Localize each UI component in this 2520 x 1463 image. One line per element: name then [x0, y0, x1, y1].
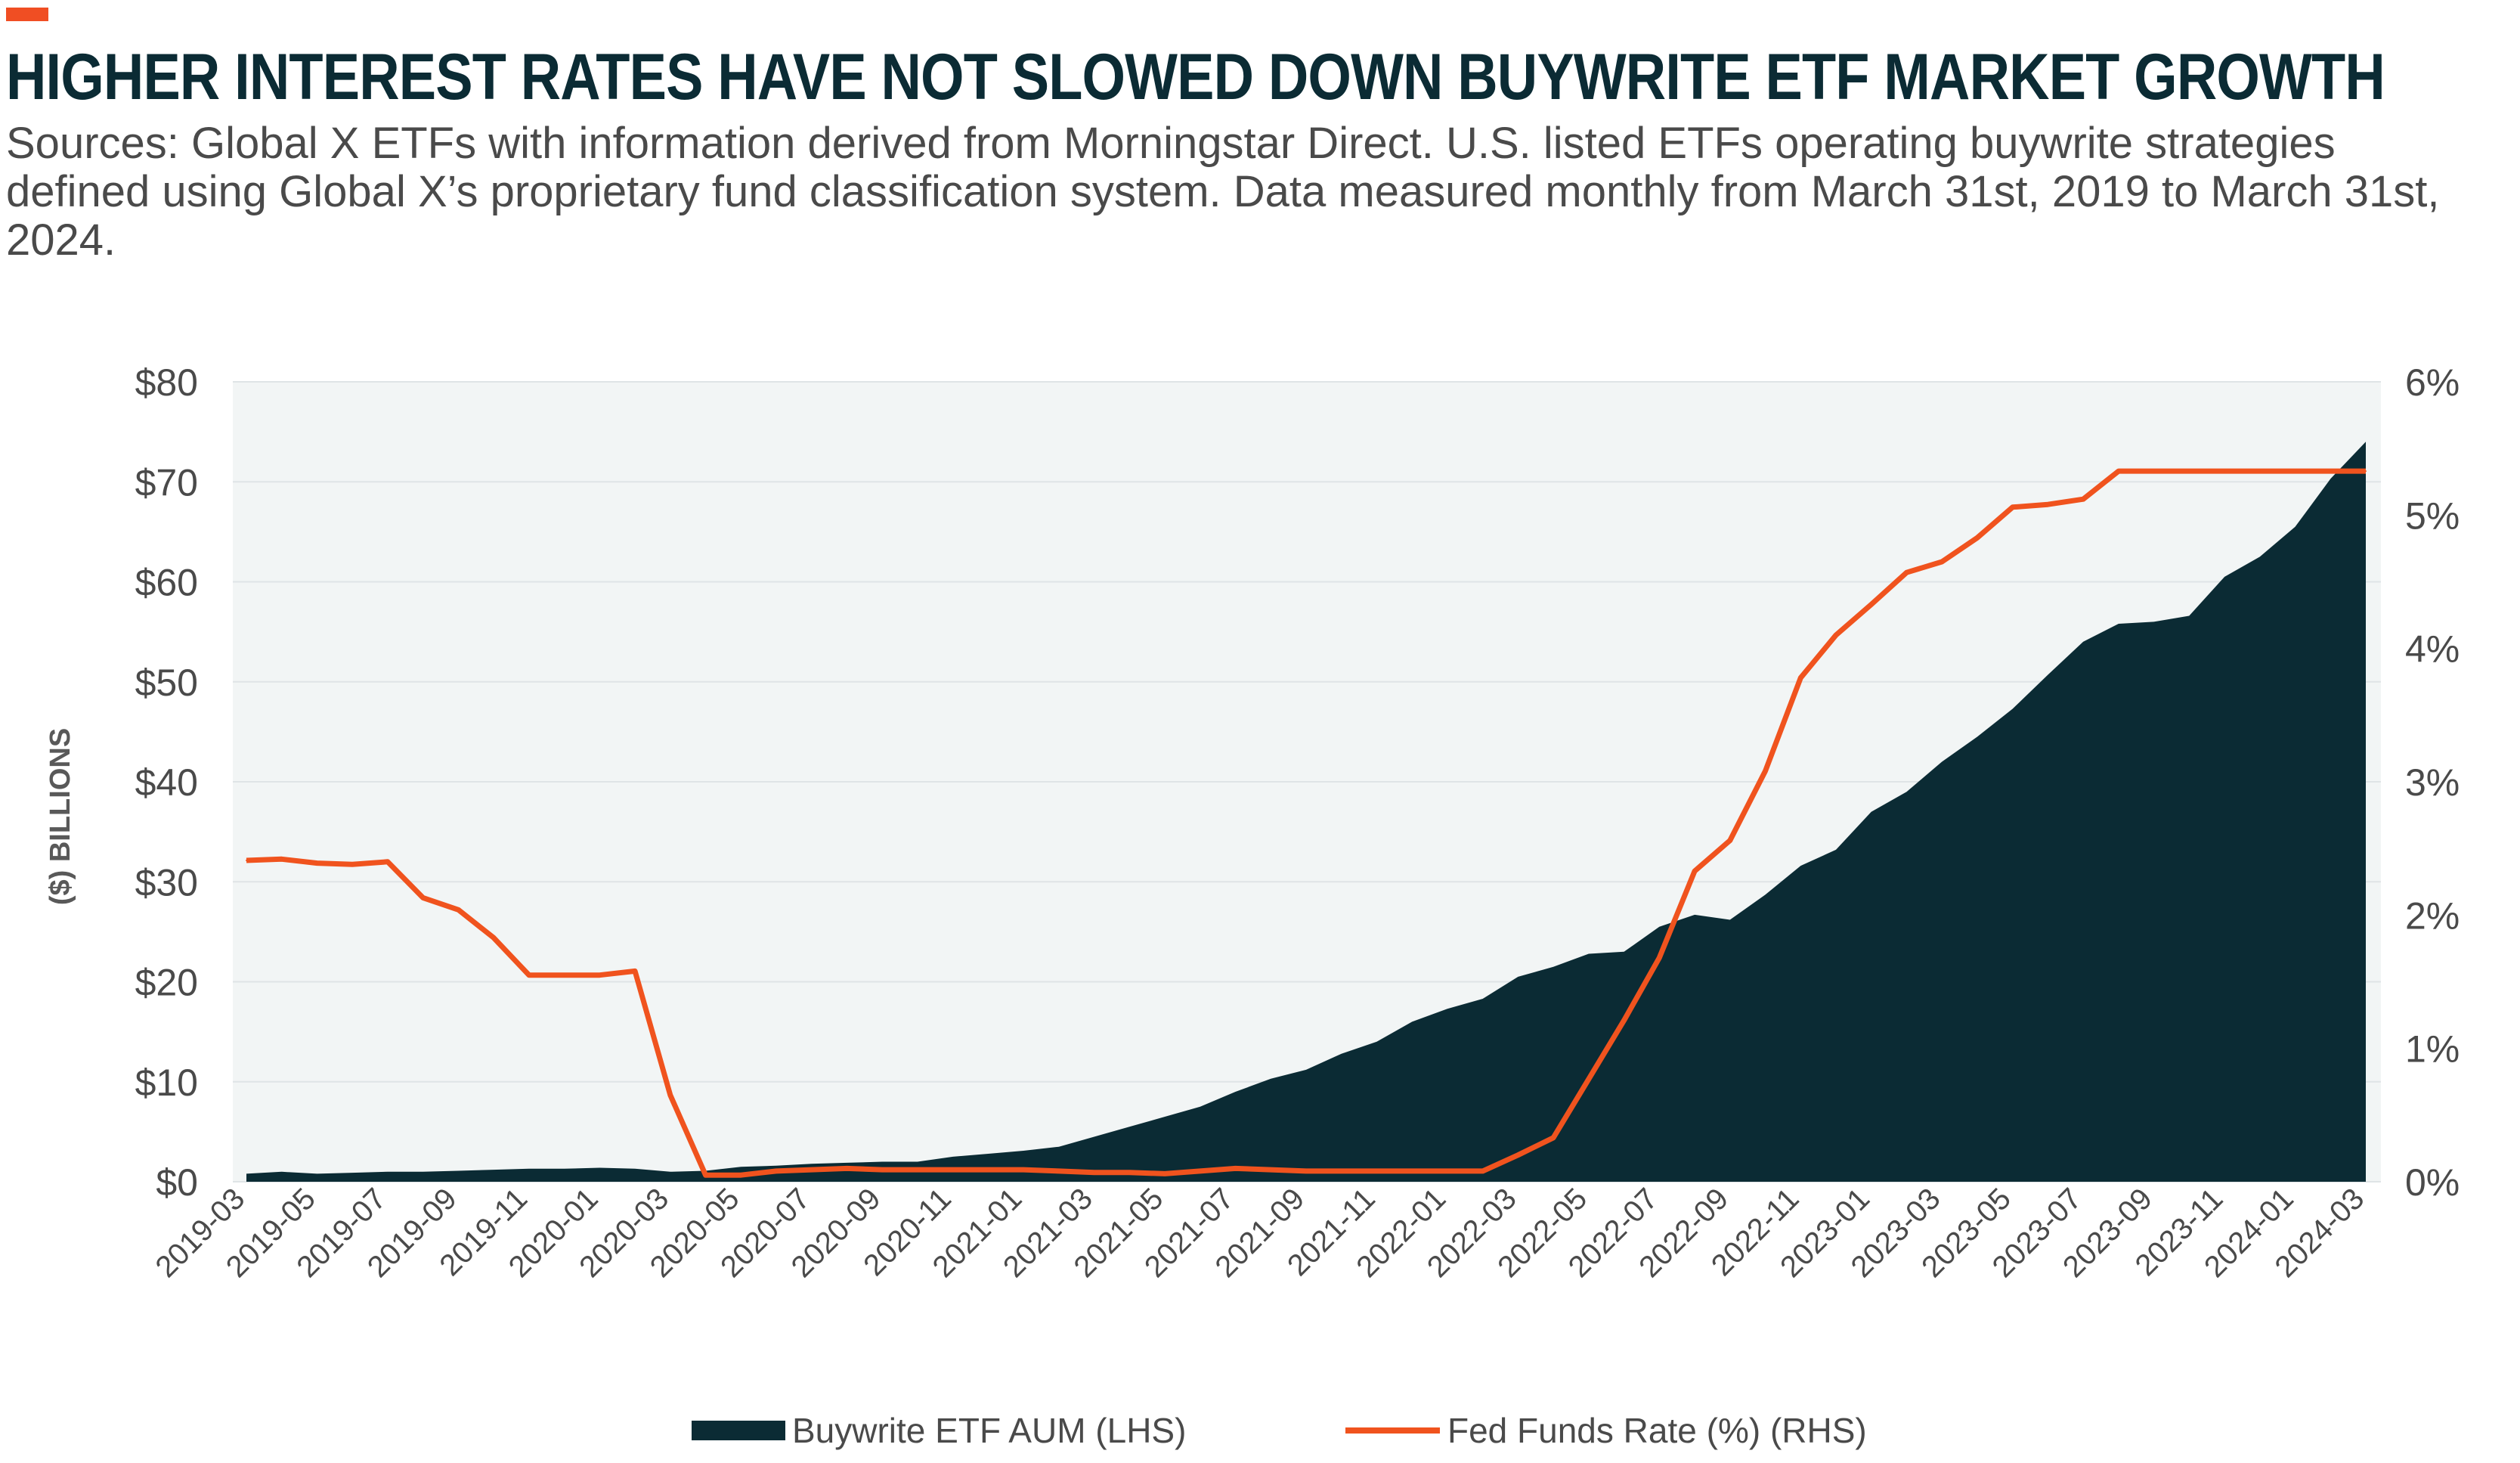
rate-point: [1446, 1170, 1448, 1172]
rate-point: [2188, 470, 2190, 473]
rate-point: [1764, 770, 1766, 772]
rate-point: [1057, 1170, 1060, 1172]
rate-point: [669, 1094, 671, 1096]
rate-point: [1340, 1170, 1342, 1172]
rate-point: [2011, 506, 2014, 508]
rate-point: [1199, 1170, 1201, 1172]
rate-point: [316, 862, 318, 864]
legend-label-aum: Buywrite ETF AUM (LHS): [792, 1411, 1186, 1450]
rate-point: [740, 1174, 742, 1176]
y-left-tick-label: $40: [135, 761, 198, 804]
rate-point: [1694, 870, 1696, 873]
rate-point: [1800, 677, 1802, 679]
y-left-tick-label: $50: [135, 662, 198, 704]
rate-point: [1305, 1170, 1307, 1172]
page-title: HIGHER INTEREST RATES HAVE NOT SLOWED DO…: [6, 41, 2385, 113]
rate-point: [2153, 470, 2155, 473]
rate-point: [810, 1169, 813, 1171]
rate-point: [1587, 1078, 1590, 1080]
rate-point: [1376, 1170, 1378, 1172]
rate-point: [457, 909, 460, 911]
rate-point: [1941, 561, 1943, 563]
y-right-tick-label: 4%: [2405, 628, 2460, 671]
rate-point: [1976, 537, 1978, 539]
rate-point: [2082, 498, 2085, 501]
x-axis-ticks: 2019-032019-052019-072019-092019-112020-…: [149, 1182, 2370, 1284]
y-right-tick-label: 3%: [2405, 761, 2460, 804]
rate-point: [704, 1174, 707, 1176]
y-right-tick-label: 2%: [2405, 894, 2460, 937]
legend: Buywrite ETF AUM (LHS) Fed Funds Rate (%…: [692, 1411, 1867, 1450]
y-left-tick-label: $60: [135, 562, 198, 604]
rate-point: [2258, 470, 2261, 473]
y-left-tick-label: $10: [135, 1062, 198, 1104]
y-left-tick-label: $20: [135, 962, 198, 1004]
rate-point: [776, 1170, 777, 1172]
rate-point: [1623, 1019, 1625, 1021]
rate-point: [916, 1169, 918, 1171]
rate-point: [599, 974, 601, 976]
rate-point: [1729, 839, 1731, 842]
rate-point: [528, 974, 530, 976]
rate-point: [987, 1169, 989, 1171]
rate-point: [1128, 1171, 1131, 1173]
y-right-tick-label: 1%: [2405, 1028, 2460, 1071]
rate-point: [1234, 1167, 1237, 1170]
left-axis-label: ($) BILLIONS: [45, 728, 76, 905]
legend-swatch-aum: [692, 1421, 785, 1440]
aum-area-series: [246, 442, 2366, 1182]
rate-point: [1270, 1169, 1272, 1171]
accent-bar: [6, 8, 48, 21]
rate-point: [881, 1169, 884, 1171]
rate-point: [2224, 470, 2226, 473]
y-left-tick-label: $30: [135, 861, 198, 904]
rate-point: [1553, 1136, 1555, 1139]
data-points: [246, 470, 2367, 1176]
rate-point: [1835, 634, 1837, 637]
left-axis-ticks: $0 $10 $20 $30 $40 $50 $60 $70 $80: [135, 361, 198, 1204]
y-right-tick-label: 5%: [2405, 494, 2460, 537]
rate-point: [493, 937, 495, 939]
rate-point: [563, 974, 565, 976]
rate-point: [246, 860, 247, 862]
rate-point: [952, 1169, 954, 1171]
rate-point: [280, 858, 283, 860]
y-left-tick-label: $0: [156, 1161, 198, 1204]
rate-point: [1411, 1170, 1413, 1172]
legend-label-rate: Fed Funds Rate (%) (RHS): [1447, 1411, 1867, 1450]
rate-point: [2047, 504, 2049, 506]
rate-point: [2365, 470, 2367, 473]
rate-point: [1658, 956, 1661, 959]
rate-point: [351, 863, 354, 866]
rate-point: [1023, 1169, 1025, 1171]
page-subtitle: Sources: Global X ETFs with information …: [6, 119, 2440, 265]
rate-point: [2117, 470, 2119, 473]
y-right-tick-label: 0%: [2405, 1161, 2460, 1204]
rate-point: [1870, 603, 1872, 606]
rate-point: [422, 897, 424, 899]
rate-point: [1905, 572, 1908, 574]
rate-point: [1481, 1170, 1484, 1172]
rate-point: [634, 970, 636, 972]
y-left-tick-label: $70: [135, 461, 198, 504]
y-left-tick-label: $80: [135, 361, 198, 404]
rate-point: [2294, 470, 2296, 473]
rate-point: [386, 860, 389, 863]
y-right-tick-label: 6%: [2405, 361, 2460, 404]
rate-point: [2330, 470, 2332, 473]
rate-point: [1517, 1154, 1519, 1156]
rate-point: [1164, 1173, 1166, 1175]
rate-point: [846, 1167, 848, 1170]
right-axis-ticks: 0% 1% 2% 3% 4% 5% 6%: [2405, 361, 2460, 1204]
rate-point: [1093, 1171, 1095, 1173]
